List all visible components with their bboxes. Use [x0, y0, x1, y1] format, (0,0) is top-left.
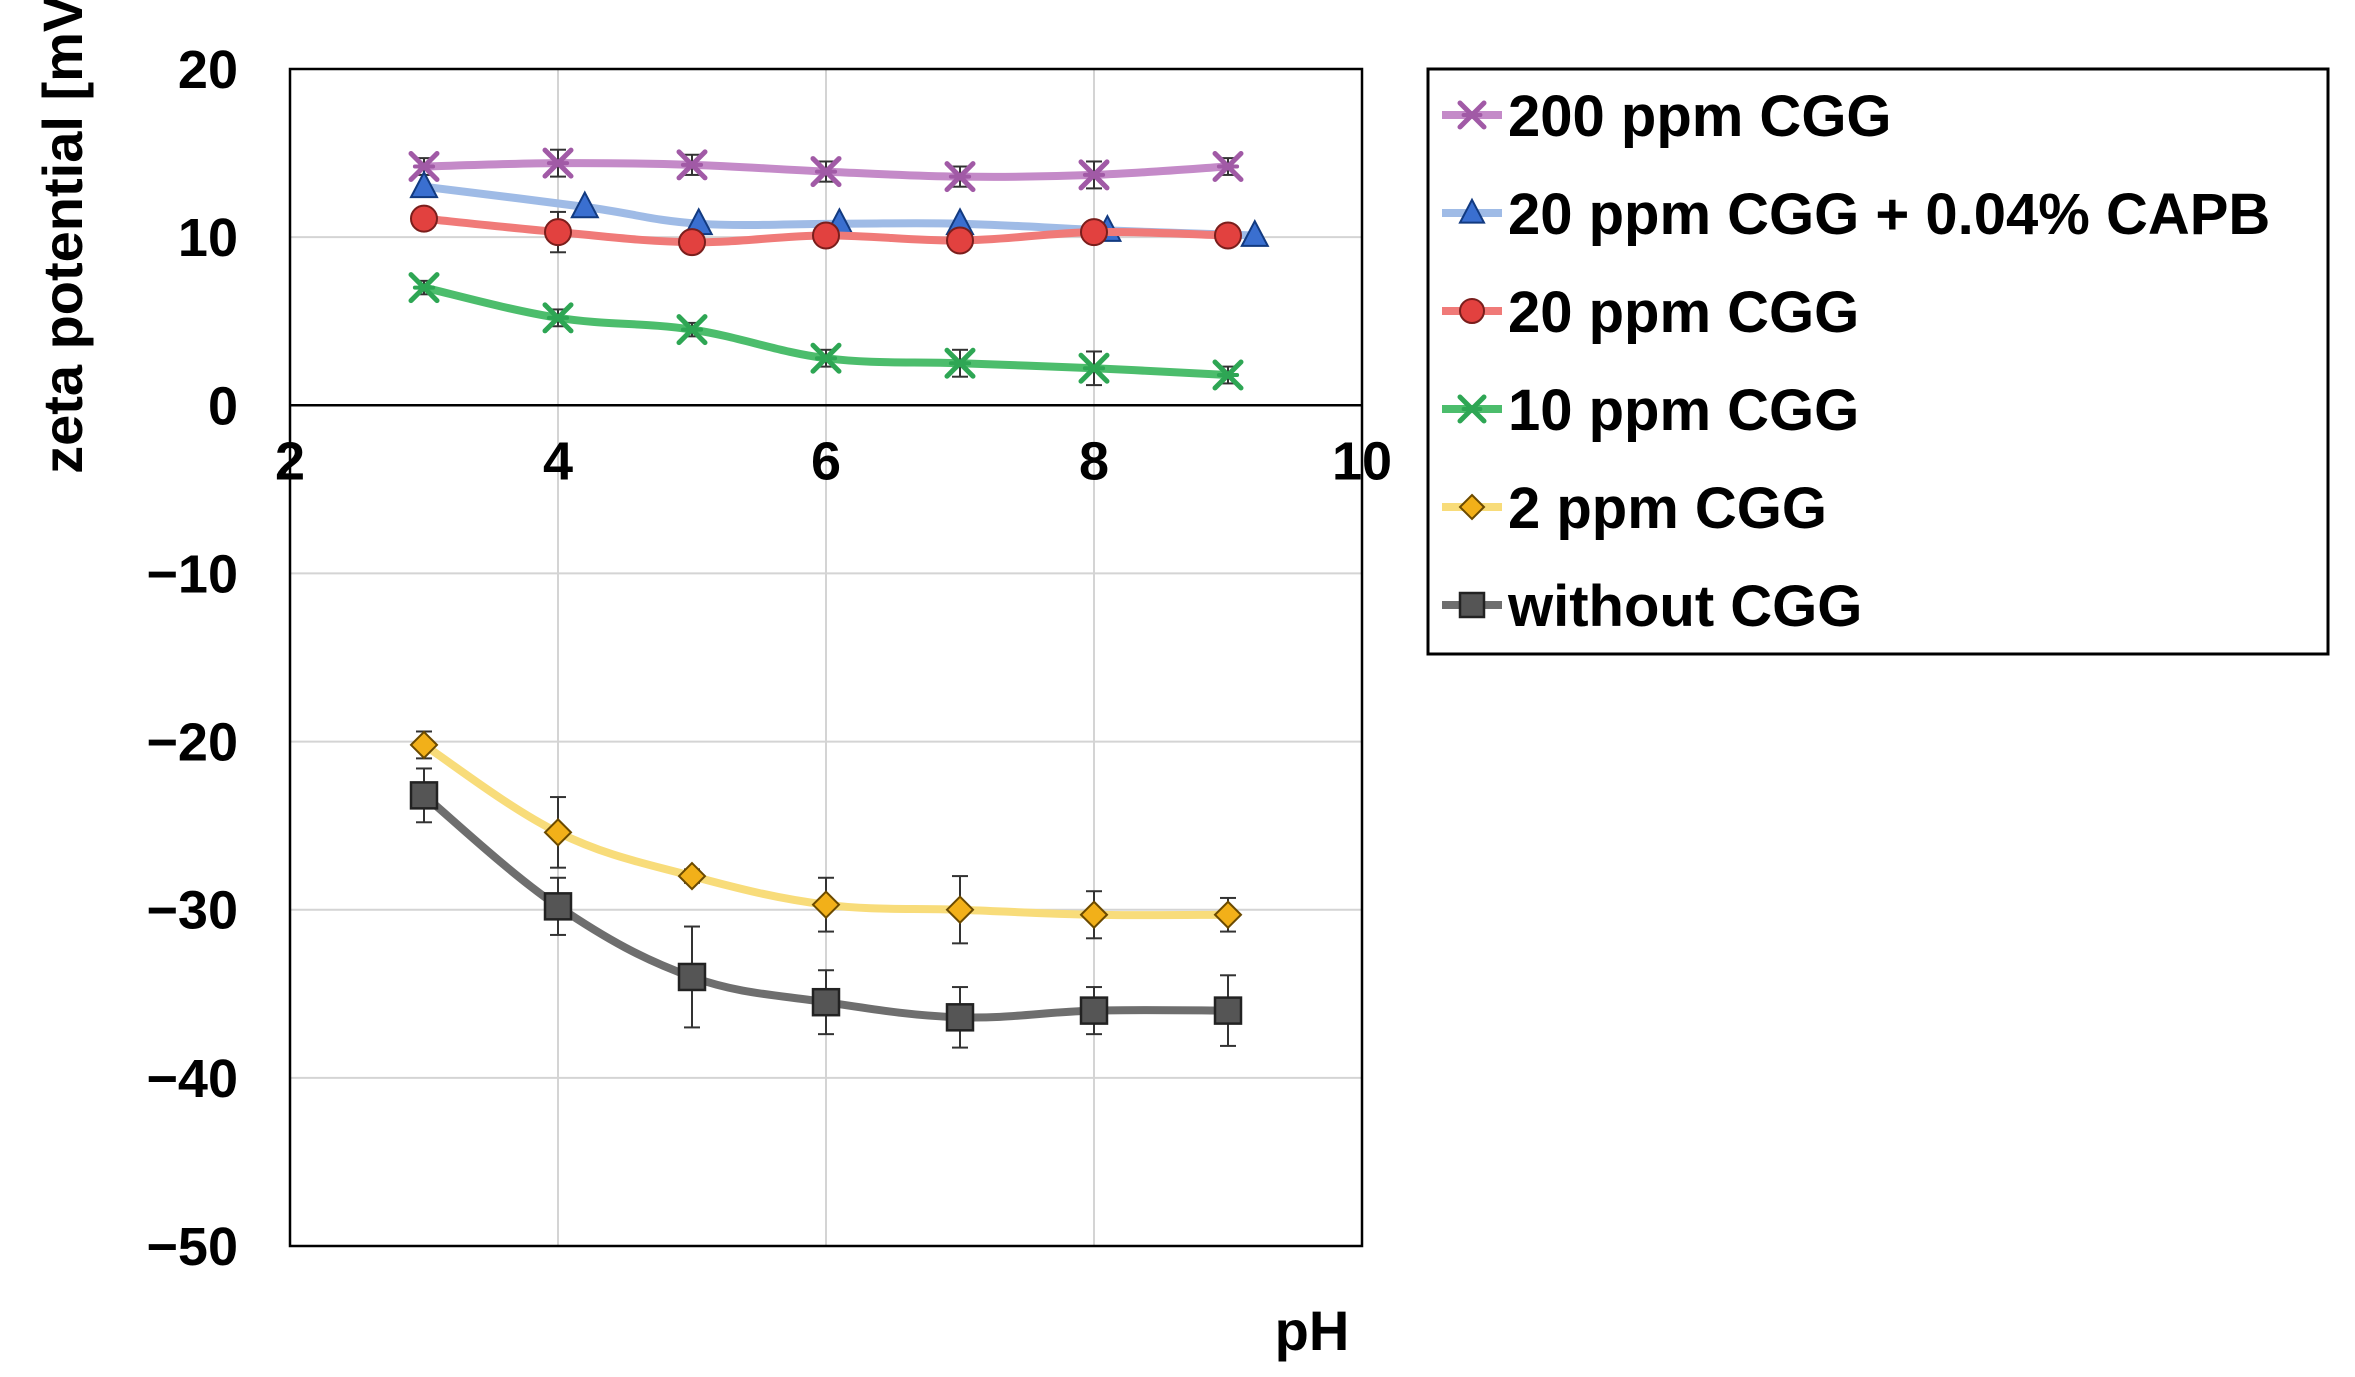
data-point — [944, 347, 976, 379]
x-tick-label: 4 — [543, 431, 573, 491]
legend-marker — [1458, 197, 1486, 224]
data-point — [408, 151, 440, 183]
data-point — [677, 861, 707, 891]
data-point — [1078, 352, 1110, 384]
legend-label: 200 ppm CGG — [1508, 84, 1892, 149]
x-axis-title: pH — [1275, 1299, 1350, 1362]
series-3 — [408, 272, 1244, 391]
x-tick-label: 8 — [1079, 431, 1109, 491]
data-point — [544, 218, 572, 247]
data-point — [678, 228, 706, 257]
data-point — [1078, 159, 1110, 191]
data-point — [945, 1003, 975, 1032]
data-point — [1079, 900, 1109, 930]
data-point — [410, 204, 438, 233]
series-0 — [408, 147, 1244, 193]
legend: 200 ppm CGG 20 ppm CGG + 0.04% CAPB 20 ppm… — [1426, 67, 2330, 656]
data-point — [812, 221, 840, 250]
legend-marker — [1457, 394, 1487, 424]
y-tick-label: 0 — [208, 376, 238, 436]
y-tick-label: −30 — [146, 881, 238, 941]
data-point — [409, 781, 439, 810]
y-tick-label: −20 — [146, 713, 238, 773]
legend-marker — [1459, 298, 1485, 324]
data-point — [1212, 151, 1244, 183]
x-tick-labels: 2 4 6 8 10 — [275, 431, 1392, 491]
legend-entry: 20 ppm CGG — [1442, 280, 1859, 345]
y-tick-label: −40 — [146, 1049, 238, 1109]
y-tick-labels: 20 10 0 −10 −20 −30 −40 −50 — [146, 40, 238, 1277]
data-point — [408, 272, 440, 304]
data-point — [542, 302, 574, 334]
legend-entry: without CGG — [1442, 574, 1862, 639]
series-2 — [410, 204, 1242, 257]
data-point — [543, 892, 573, 921]
data-point — [677, 962, 707, 992]
legend-label: without CGG — [1507, 574, 1862, 639]
data-point — [1213, 996, 1243, 1025]
series-group — [408, 147, 1270, 1049]
legend-entry: 20 ppm CGG + 0.04% CAPB — [1442, 182, 2270, 247]
legend-label: 20 ppm CGG — [1508, 280, 1859, 345]
y-axis-title: zeta potential [mV] — [31, 0, 94, 474]
data-point — [945, 895, 975, 925]
data-point — [1212, 359, 1244, 391]
legend-marker — [1458, 493, 1486, 521]
legend-entry: 10 ppm CGG — [1442, 378, 1859, 443]
data-point — [811, 890, 841, 920]
series-5 — [409, 767, 1243, 1049]
data-point — [1079, 996, 1109, 1025]
data-point — [810, 342, 842, 374]
data-point — [543, 817, 573, 847]
legend-marker — [1457, 100, 1487, 130]
x-tick-label: 10 — [1332, 431, 1392, 491]
x-tick-label: 6 — [811, 431, 841, 491]
legend-label: 2 ppm CGG — [1508, 476, 1827, 541]
series-4 — [409, 730, 1243, 945]
data-point — [1214, 221, 1242, 250]
plot-border — [288, 67, 1364, 1248]
data-point — [946, 226, 974, 255]
y-tick-label: 10 — [178, 208, 238, 268]
data-point — [676, 314, 708, 346]
data-point — [542, 147, 574, 179]
y-tick-label: −10 — [146, 544, 238, 604]
legend-entry: 2 ppm CGG — [1442, 476, 1827, 541]
data-point — [409, 170, 439, 199]
data-point — [810, 156, 842, 188]
legend-box — [1426, 67, 2330, 656]
legend-entry: 200 ppm CGG — [1442, 84, 1892, 149]
data-point — [1213, 900, 1243, 930]
data-point — [409, 730, 439, 760]
gridlines — [290, 69, 1362, 1246]
data-point — [811, 987, 841, 1017]
data-point — [944, 161, 976, 193]
data-point — [570, 190, 600, 219]
data-point — [1080, 218, 1108, 247]
legend-marker — [1458, 591, 1486, 619]
y-tick-label: 20 — [178, 40, 238, 100]
data-point — [1240, 219, 1270, 247]
y-tick-label: −50 — [146, 1217, 238, 1277]
legend-label: 10 ppm CGG — [1508, 378, 1859, 443]
x-tick-label: 2 — [275, 431, 305, 491]
plot-frame — [288, 67, 1364, 1248]
data-point — [676, 149, 708, 181]
legend-label: 20 ppm CGG + 0.04% CAPB — [1508, 182, 2270, 247]
